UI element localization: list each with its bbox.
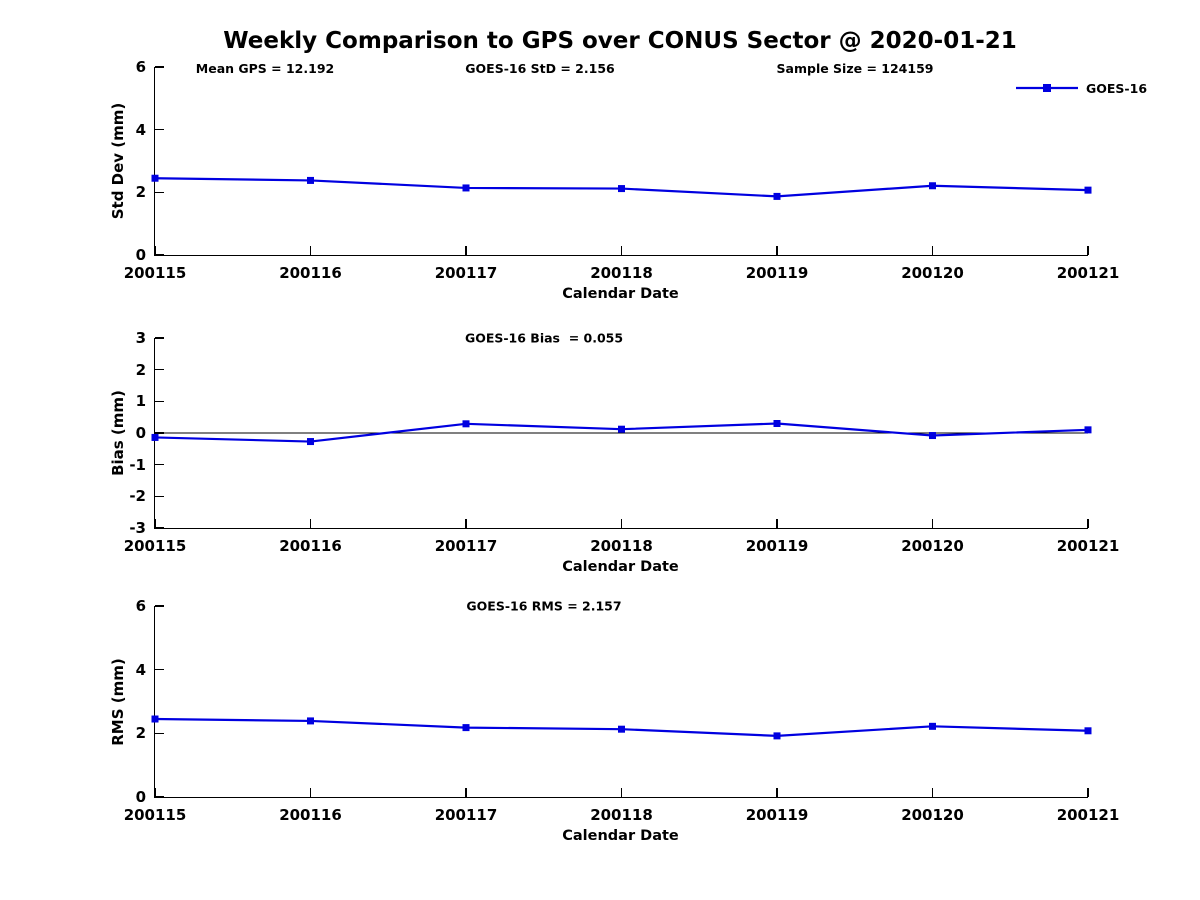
- x-tick-label: 200116: [279, 264, 342, 282]
- x-tick-mark: [309, 788, 312, 797]
- y-tick-mark: [155, 732, 164, 735]
- y-tick-label: 0: [135, 424, 146, 442]
- subplot-bias: Bias (mm) GOES-16 Bias = 0.055 -3 -2 -1 0 1 2…: [109, 329, 1120, 575]
- x-tick-label: 200119: [745, 806, 809, 824]
- x-tick-mark: [154, 519, 156, 528]
- x-tick-mark: [931, 519, 934, 528]
- y-axis-label-rms: RMS (mm): [109, 657, 127, 746]
- y-axis-label-std-dev: Std Dev (mm): [109, 102, 127, 220]
- x-tick-mark: [465, 519, 467, 528]
- x-tick-label: 200117: [434, 537, 498, 555]
- subplot-annotation-rms: GOES-16 RMS = 2.157: [466, 598, 622, 614]
- subplot-std-dev: Std Dev (mm) 0 2 4 6 200115 200116 200117 20011…: [109, 58, 1120, 302]
- x-axis-label: Calendar Date: [562, 559, 679, 575]
- x-tick-label: 200116: [279, 537, 342, 555]
- annotation-mean-gps: Mean GPS = 12.192: [195, 61, 335, 76]
- x-tick-mark: [776, 519, 778, 528]
- x-tick-mark: [776, 788, 778, 797]
- plot-area-std-dev: 0 2 4 6 200115 200116 200117 200118 200119 200120…: [124, 58, 1120, 282]
- y-tick-label: 2: [135, 183, 146, 202]
- x-tick-label: 200116: [279, 806, 342, 824]
- x-tick-label: 200121: [1056, 537, 1120, 555]
- x-tick-label: 200120: [901, 264, 964, 282]
- y-tick-label: 1: [135, 392, 146, 411]
- y-tick-mark: [155, 191, 164, 194]
- y-tick-mark: [155, 400, 164, 403]
- legend-line-sample-icon: [1016, 84, 1078, 92]
- x-tick-mark: [465, 788, 467, 797]
- y-tick-mark: [155, 66, 164, 68]
- y-tick-label: -2: [129, 487, 146, 506]
- x-tick-label: 200118: [590, 264, 653, 282]
- y-tick-label: 6: [135, 597, 146, 615]
- y-tick-mark: [155, 128, 164, 131]
- y-tick-label: 3: [135, 329, 146, 347]
- plot-area-rms: GOES-16 RMS = 2.157 0 2 4 6 200115 200116 2001…: [124, 597, 1120, 824]
- x-tick-mark: [620, 246, 623, 255]
- legend: GOES-16: [1016, 80, 1148, 96]
- legend-label: GOES-16: [1086, 80, 1148, 96]
- y-tick-mark: [155, 527, 164, 529]
- subplot-annotation-bias: GOES-16 Bias = 0.055: [464, 330, 624, 346]
- x-tick-mark: [620, 519, 623, 528]
- y-tick-mark: [155, 368, 164, 371]
- x-tick-label: 200117: [434, 264, 498, 282]
- subplot-rms: RMS (mm) GOES-16 RMS = 2.157 0 2 4 6 200115 2…: [109, 597, 1120, 844]
- y-tick-label: 6: [135, 58, 146, 76]
- data-series-canvas: [151, 174, 1092, 200]
- y-tick-label: 4: [135, 660, 146, 679]
- annotation-goes16-std: GOES-16 StD = 2.156: [465, 61, 615, 76]
- annotation-sample-size: Sample Size = 124159: [776, 61, 934, 76]
- data-series-canvas: [151, 420, 1092, 446]
- plot-area-bias: GOES-16 Bias = 0.055 -3 -2 -1 0 1 2 3 200115 200…: [124, 329, 1120, 555]
- x-tick-label: 200115: [123, 537, 187, 555]
- y-tick-label: 0: [135, 246, 146, 264]
- x-axis-label: Calendar Date: [562, 286, 679, 302]
- y-tick-mark: [155, 254, 164, 256]
- y-tick-label: -3: [129, 519, 146, 537]
- data-series-canvas: [151, 715, 1092, 740]
- x-axis-label: Calendar Date: [562, 828, 679, 844]
- y-tick-mark: [155, 796, 164, 798]
- y-tick-mark: [155, 605, 164, 607]
- x-tick-mark: [1087, 788, 1089, 797]
- x-tick-label: 200118: [590, 806, 653, 824]
- x-tick-mark: [154, 788, 156, 797]
- x-tick-mark: [776, 246, 778, 255]
- y-axis-label-bias: Bias (mm): [109, 390, 127, 476]
- x-tick-label: 200121: [1056, 264, 1120, 282]
- x-tick-label: 200118: [590, 537, 653, 555]
- x-tick-mark: [309, 246, 312, 255]
- x-tick-mark: [931, 246, 934, 255]
- y-tick-label: 4: [135, 120, 146, 139]
- y-tick-mark: [155, 337, 164, 339]
- y-tick-mark: [155, 668, 164, 671]
- x-tick-mark: [620, 788, 623, 797]
- x-tick-mark: [931, 788, 934, 797]
- x-tick-label: 200115: [123, 806, 187, 824]
- x-tick-label: 200117: [434, 806, 498, 824]
- y-tick-mark: [155, 463, 164, 466]
- x-tick-label: 200120: [901, 537, 964, 555]
- x-tick-mark: [1087, 519, 1089, 528]
- x-tick-mark: [1087, 246, 1089, 255]
- x-tick-label: 200119: [745, 537, 809, 555]
- x-tick-mark: [465, 246, 467, 255]
- x-tick-label: 200121: [1056, 806, 1120, 824]
- y-tick-label: -1: [129, 455, 146, 474]
- x-tick-mark: [309, 519, 312, 528]
- y-tick-label: 2: [135, 724, 146, 743]
- x-tick-label: 200115: [123, 264, 187, 282]
- x-tick-label: 200119: [745, 264, 809, 282]
- y-tick-mark: [155, 495, 164, 498]
- x-tick-mark: [154, 246, 156, 255]
- x-tick-label: 200120: [901, 806, 964, 824]
- figure-title: Weekly Comparison to GPS over CONUS Sect…: [223, 28, 1017, 54]
- y-tick-label: 2: [135, 360, 146, 379]
- y-tick-label: 0: [135, 788, 146, 806]
